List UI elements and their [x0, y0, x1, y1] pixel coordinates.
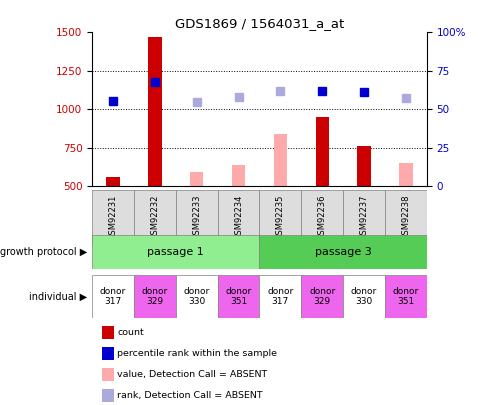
- Text: donor
330: donor 330: [350, 287, 377, 306]
- Bar: [175, 275, 217, 318]
- Bar: [315, 117, 328, 186]
- Bar: [217, 275, 259, 318]
- Bar: [301, 190, 343, 245]
- Bar: [259, 235, 426, 269]
- Bar: [106, 177, 120, 186]
- Text: count: count: [117, 328, 144, 337]
- Text: donor
351: donor 351: [225, 287, 251, 306]
- Text: rank, Detection Call = ABSENT: rank, Detection Call = ABSENT: [117, 391, 262, 400]
- Bar: [92, 235, 259, 269]
- Text: donor
317: donor 317: [267, 287, 293, 306]
- Text: donor
329: donor 329: [141, 287, 167, 306]
- Bar: [134, 275, 175, 318]
- Text: GSM92238: GSM92238: [401, 195, 409, 241]
- Text: GSM92235: GSM92235: [275, 195, 284, 241]
- Bar: [301, 275, 343, 318]
- Bar: [273, 134, 287, 186]
- Text: growth protocol ▶: growth protocol ▶: [0, 247, 87, 257]
- Bar: [384, 275, 426, 318]
- Bar: [384, 190, 426, 245]
- Bar: [148, 37, 161, 186]
- Text: donor
317: donor 317: [100, 287, 126, 306]
- Text: GSM92232: GSM92232: [150, 195, 159, 241]
- Text: GSM92234: GSM92234: [234, 195, 242, 241]
- Text: donor
351: donor 351: [392, 287, 418, 306]
- Text: percentile rank within the sample: percentile rank within the sample: [117, 349, 277, 358]
- Bar: [398, 163, 412, 186]
- Bar: [357, 146, 370, 186]
- Bar: [342, 275, 384, 318]
- Text: passage 3: passage 3: [314, 247, 371, 257]
- Text: value, Detection Call = ABSENT: value, Detection Call = ABSENT: [117, 370, 267, 379]
- Bar: [92, 190, 134, 245]
- Title: GDS1869 / 1564031_a_at: GDS1869 / 1564031_a_at: [175, 17, 343, 30]
- Bar: [259, 190, 301, 245]
- Bar: [92, 275, 134, 318]
- Bar: [342, 190, 384, 245]
- Bar: [231, 165, 245, 186]
- Bar: [175, 190, 217, 245]
- Text: GSM92231: GSM92231: [108, 195, 117, 241]
- Text: GSM92233: GSM92233: [192, 195, 201, 241]
- Bar: [134, 190, 175, 245]
- Bar: [217, 190, 259, 245]
- Text: passage 1: passage 1: [147, 247, 204, 257]
- Bar: [259, 275, 301, 318]
- Text: GSM92236: GSM92236: [317, 195, 326, 241]
- Text: GSM92237: GSM92237: [359, 195, 368, 241]
- Text: individual ▶: individual ▶: [29, 292, 87, 302]
- Text: donor
329: donor 329: [308, 287, 334, 306]
- Bar: [190, 173, 203, 186]
- Text: donor
330: donor 330: [183, 287, 210, 306]
